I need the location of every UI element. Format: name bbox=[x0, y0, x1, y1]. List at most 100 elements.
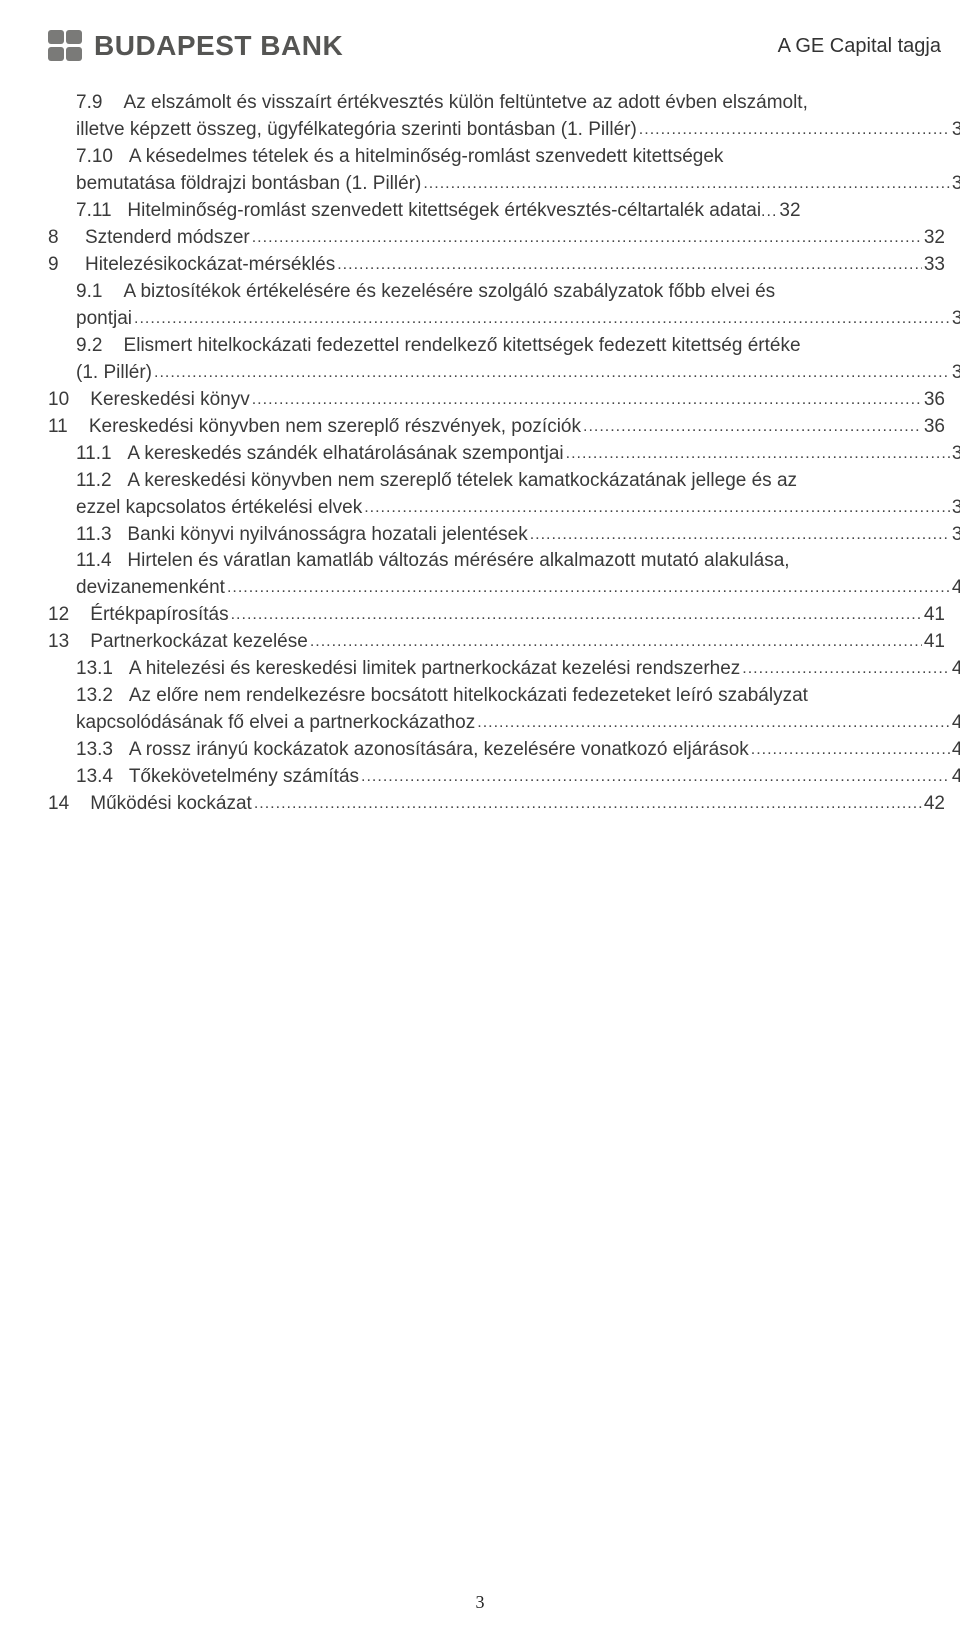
toc-leader-dots bbox=[359, 766, 950, 789]
toc-line-continuation: devizanemenként 40 bbox=[48, 575, 960, 602]
toc-line: 7.11 Hitelminőség-romlást szenvedett kit… bbox=[48, 198, 960, 225]
toc-line: 11.3 Banki könyvi nyilvánosságra hozatal… bbox=[48, 522, 960, 549]
logo-quad bbox=[48, 30, 64, 44]
toc-page-number: 36 bbox=[950, 495, 960, 522]
logo-quad bbox=[66, 47, 82, 61]
toc-line: 14 Működési kockázat42 bbox=[48, 791, 945, 818]
toc-line: 13 Partnerkockázat kezelése41 bbox=[48, 629, 945, 656]
toc-page-number: 31 bbox=[950, 117, 960, 144]
toc-title: Kereskedési könyv bbox=[90, 387, 249, 414]
toc-separator bbox=[112, 548, 128, 575]
toc-line: 10 Kereskedési könyv36 bbox=[48, 387, 945, 414]
toc-title: A rossz irányú kockázatok azonosítására,… bbox=[129, 737, 749, 764]
toc-leader-dots bbox=[132, 308, 950, 331]
toc-page-number: 33 bbox=[922, 252, 945, 279]
toc-entry: 13 Partnerkockázat kezelése41 bbox=[48, 629, 945, 656]
toc-entry: 8 Sztenderd módszer32 bbox=[48, 225, 945, 252]
toc-number: 9 bbox=[48, 252, 59, 279]
toc-line: 8 Sztenderd módszer32 bbox=[48, 225, 945, 252]
toc-entry: 13.3 A rossz irányú kockázatok azonosítá… bbox=[48, 737, 945, 764]
toc-leader-dots bbox=[637, 119, 950, 142]
toc-number: 9.1 bbox=[76, 279, 102, 306]
toc-entry: 10 Kereskedési könyv36 bbox=[48, 387, 945, 414]
toc-line: 9 Hitelezésikockázat-mérséklés 33 bbox=[48, 252, 945, 279]
toc-number: 7.10 bbox=[76, 144, 113, 171]
toc-title: A hitelezési és kereskedési limitek part… bbox=[129, 656, 740, 683]
toc-leader-dots bbox=[749, 739, 950, 762]
toc-title: Hirtelen és váratlan kamatláb változás m… bbox=[127, 548, 789, 575]
toc-leader-dots bbox=[152, 362, 950, 385]
toc-line: 11 Kereskedési könyvben nem szereplő rés… bbox=[48, 414, 945, 441]
toc-separator bbox=[113, 764, 129, 791]
toc-title: Sztenderd módszer bbox=[85, 225, 250, 252]
logo-quad bbox=[66, 30, 82, 44]
toc-page-number: 41 bbox=[950, 656, 960, 683]
toc-line: 11.4 Hirtelen és váratlan kamatláb válto… bbox=[48, 548, 960, 575]
toc-line: 11.1 A kereskedés szándék elhatárolásána… bbox=[48, 441, 960, 468]
toc-leader-dots bbox=[362, 497, 950, 520]
toc-number: 9.2 bbox=[76, 333, 102, 360]
toc-page-number: 41 bbox=[922, 602, 945, 629]
toc-leader-dots: ... bbox=[761, 201, 777, 224]
toc-number: 11.2 bbox=[76, 468, 112, 495]
toc-number: 13.3 bbox=[76, 737, 113, 764]
toc-leader-dots bbox=[225, 577, 950, 600]
toc-number: 14 bbox=[48, 791, 69, 818]
toc-leader-dots bbox=[250, 389, 922, 412]
toc-separator bbox=[69, 387, 90, 414]
header-tagline: A GE Capital tagja bbox=[778, 35, 945, 58]
toc-separator bbox=[112, 441, 128, 468]
toc-title-continuation: pontjai bbox=[76, 306, 132, 333]
toc-page-number: 32 bbox=[777, 198, 800, 225]
footer-page-number: 3 bbox=[0, 1592, 960, 1613]
toc-title-continuation: devizanemenként bbox=[76, 575, 225, 602]
toc-separator bbox=[113, 656, 129, 683]
budapest-bank-logo-icon bbox=[48, 30, 84, 62]
toc-entry: 13.1 A hitelezési és kereskedési limitek… bbox=[48, 656, 945, 683]
toc-line: 12 Értékpapírosítás41 bbox=[48, 602, 945, 629]
toc-number: 13.4 bbox=[76, 764, 113, 791]
toc-page-number: 42 bbox=[950, 737, 960, 764]
table-of-contents: 7.9 Az elszámolt és visszaírt értékveszt… bbox=[48, 90, 945, 818]
toc-line: 13.4 Tőkekövetelmény számítás42 bbox=[48, 764, 960, 791]
toc-entry: 9 Hitelezésikockázat-mérséklés 33 bbox=[48, 252, 945, 279]
toc-page-number: 36 bbox=[950, 441, 960, 468]
toc-leader-dots bbox=[528, 524, 950, 547]
toc-line: 11.2 A kereskedési könyvben nem szereplő… bbox=[48, 468, 960, 495]
toc-number: 13.2 bbox=[76, 683, 113, 710]
toc-page-number: 36 bbox=[922, 414, 945, 441]
toc-title: Értékpapírosítás bbox=[90, 602, 228, 629]
toc-line-continuation: (1. Pillér)35 bbox=[48, 360, 960, 387]
toc-leader-dots bbox=[564, 443, 950, 466]
toc-title-continuation: bemutatása földrajzi bontásban (1. Pillé… bbox=[76, 171, 421, 198]
toc-page-number: 42 bbox=[922, 791, 945, 818]
toc-page-number: 33 bbox=[950, 306, 960, 333]
toc-leader-dots bbox=[250, 227, 922, 250]
toc-number: 11.4 bbox=[76, 548, 112, 575]
toc-line-continuation: kapcsolódásának fő elvei a partnerkockáz… bbox=[48, 710, 960, 737]
toc-separator bbox=[113, 683, 129, 710]
toc-entry: 9.2 Elismert hitelkockázati fedezettel r… bbox=[48, 333, 945, 387]
toc-separator bbox=[113, 737, 129, 764]
toc-leader-dots bbox=[229, 604, 922, 627]
toc-title: Az elszámolt és visszaírt értékvesztés k… bbox=[124, 90, 808, 117]
toc-line: 7.9 Az elszámolt és visszaírt értékveszt… bbox=[48, 90, 960, 117]
toc-line: 9.2 Elismert hitelkockázati fedezettel r… bbox=[48, 333, 960, 360]
toc-number: 10 bbox=[48, 387, 69, 414]
brand: BUDAPEST BANK bbox=[48, 30, 343, 62]
toc-separator bbox=[59, 225, 85, 252]
toc-number: 11 bbox=[48, 414, 68, 441]
toc-number: 7.11 bbox=[76, 198, 112, 225]
toc-separator bbox=[69, 791, 90, 818]
toc-page-number: 40 bbox=[950, 575, 960, 602]
toc-page-number: 41 bbox=[922, 629, 945, 656]
toc-entry: 9.1 A biztosítékok értékelésére és kezel… bbox=[48, 279, 945, 333]
toc-separator bbox=[112, 468, 128, 495]
toc-title: Tőkekövetelmény számítás bbox=[129, 764, 359, 791]
document-page: BUDAPEST BANK A GE Capital tagja 7.9 Az … bbox=[0, 0, 960, 1641]
toc-separator bbox=[69, 602, 90, 629]
toc-title: Kereskedési könyvben nem szereplő részvé… bbox=[89, 414, 581, 441]
toc-separator bbox=[113, 144, 129, 171]
toc-title: Hitelezésikockázat-mérséklés bbox=[85, 252, 335, 279]
toc-title-continuation: illetve képzett összeg, ügyfélkategória … bbox=[76, 117, 637, 144]
